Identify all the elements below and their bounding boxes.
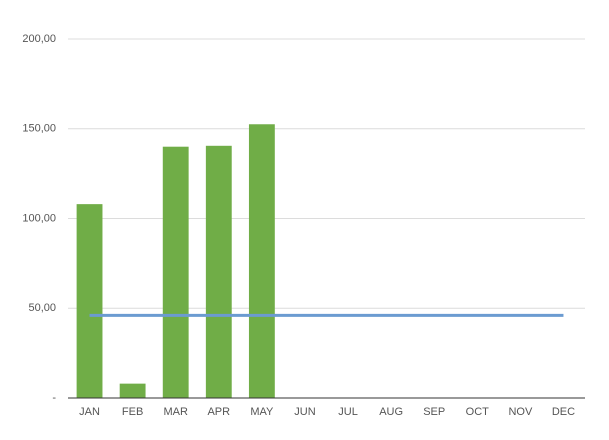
x-tick-label: JAN [79, 406, 100, 418]
bar [119, 383, 146, 398]
x-tick-label: SEP [423, 406, 445, 418]
bar [248, 124, 275, 398]
x-tick-label: APR [207, 406, 230, 418]
x-tick-label: JUN [294, 406, 315, 418]
x-tick-label: MAR [163, 406, 188, 418]
x-tick-label: AUG [379, 406, 403, 418]
x-tick-label: OCT [466, 406, 490, 418]
x-tick-label: MAY [250, 406, 274, 418]
y-tick-label: 150,00 [22, 123, 56, 135]
x-tick-label: DEC [552, 406, 575, 418]
y-tick-label: 100,00 [22, 212, 56, 224]
y-tick-label: 200,00 [22, 33, 56, 45]
bar [205, 145, 232, 398]
y-tick-label: 50,00 [28, 302, 56, 314]
bar [76, 204, 103, 398]
x-tick-label: JUL [338, 406, 358, 418]
bar [162, 146, 189, 398]
x-tick-label: NOV [508, 406, 533, 418]
x-tick-label: FEB [122, 406, 143, 418]
y-tick-label: - [52, 392, 56, 404]
